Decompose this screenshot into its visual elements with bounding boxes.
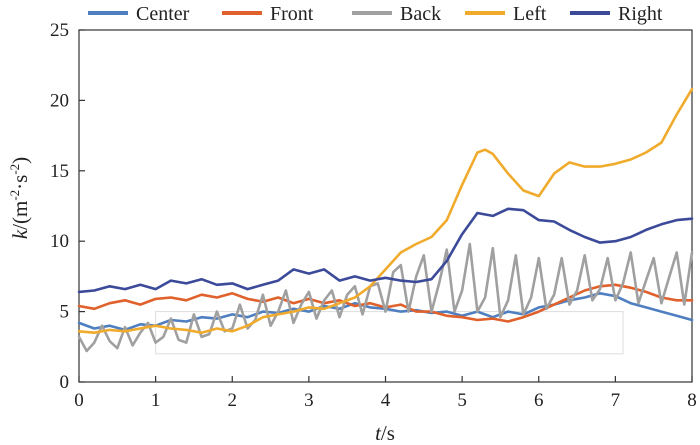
x-tick-label: 0	[74, 390, 84, 411]
legend-label: Back	[400, 3, 441, 25]
legend: Center Front Back Left Right	[88, 3, 663, 25]
legend-label: Right	[618, 3, 663, 25]
x-axis-unit: /s	[381, 421, 395, 445]
y-tick-label: 20	[50, 90, 69, 111]
x-tick-label: 4	[381, 390, 391, 411]
y-tick-label: 5	[60, 302, 70, 323]
legend-item-front: Front	[222, 3, 314, 25]
x-tick-label: 8	[687, 390, 697, 411]
x-tick-label: 5	[457, 390, 467, 411]
x-tick-label: 3	[304, 390, 314, 411]
legend-label: Front	[270, 3, 314, 25]
series-line-right	[77, 207, 694, 294]
legend-item-back: Back	[352, 3, 441, 25]
x-tick-label: 1	[151, 390, 161, 411]
x-tick-label: 6	[534, 390, 544, 411]
legend-label: Left	[513, 3, 547, 25]
y-tick-label: 25	[50, 20, 69, 41]
series-line-left	[77, 87, 694, 335]
y-tick-label: 15	[50, 161, 69, 182]
x-tick-label: 7	[611, 390, 621, 411]
y-axis-title: k/(m-2·s-2)	[7, 157, 32, 239]
y-axis-unit-sup2: -2	[7, 164, 22, 175]
plot-area	[77, 29, 694, 383]
x-tick-label: 2	[228, 390, 238, 411]
legend-label: Center	[136, 3, 190, 25]
x-axis-variable: t	[375, 421, 382, 445]
y-axis-unit-part2: ·s	[8, 175, 32, 190]
legend-item-left: Left	[465, 3, 547, 25]
y-tick-label: 10	[50, 231, 69, 252]
y-axis-unit-part3: )	[8, 157, 32, 164]
y-axis-unit-part1: /(m	[8, 201, 32, 230]
legend-item-center: Center	[88, 3, 190, 25]
y-axis-variable: k	[8, 229, 32, 239]
series-line-back	[77, 242, 694, 353]
x-axis: 0 1 2 3 4 5 6 7 8	[74, 376, 697, 411]
x-axis-title: t/s	[375, 421, 395, 445]
inset-rectangle	[155, 311, 624, 355]
inset-reference-box	[155, 311, 624, 355]
legend-item-right: Right	[570, 3, 663, 25]
y-axis-unit-sup1: -2	[7, 190, 22, 201]
y-axis: 0 5 10 15 20 25	[50, 20, 85, 393]
y-tick-label: 0	[60, 372, 70, 393]
series-group	[77, 87, 694, 353]
